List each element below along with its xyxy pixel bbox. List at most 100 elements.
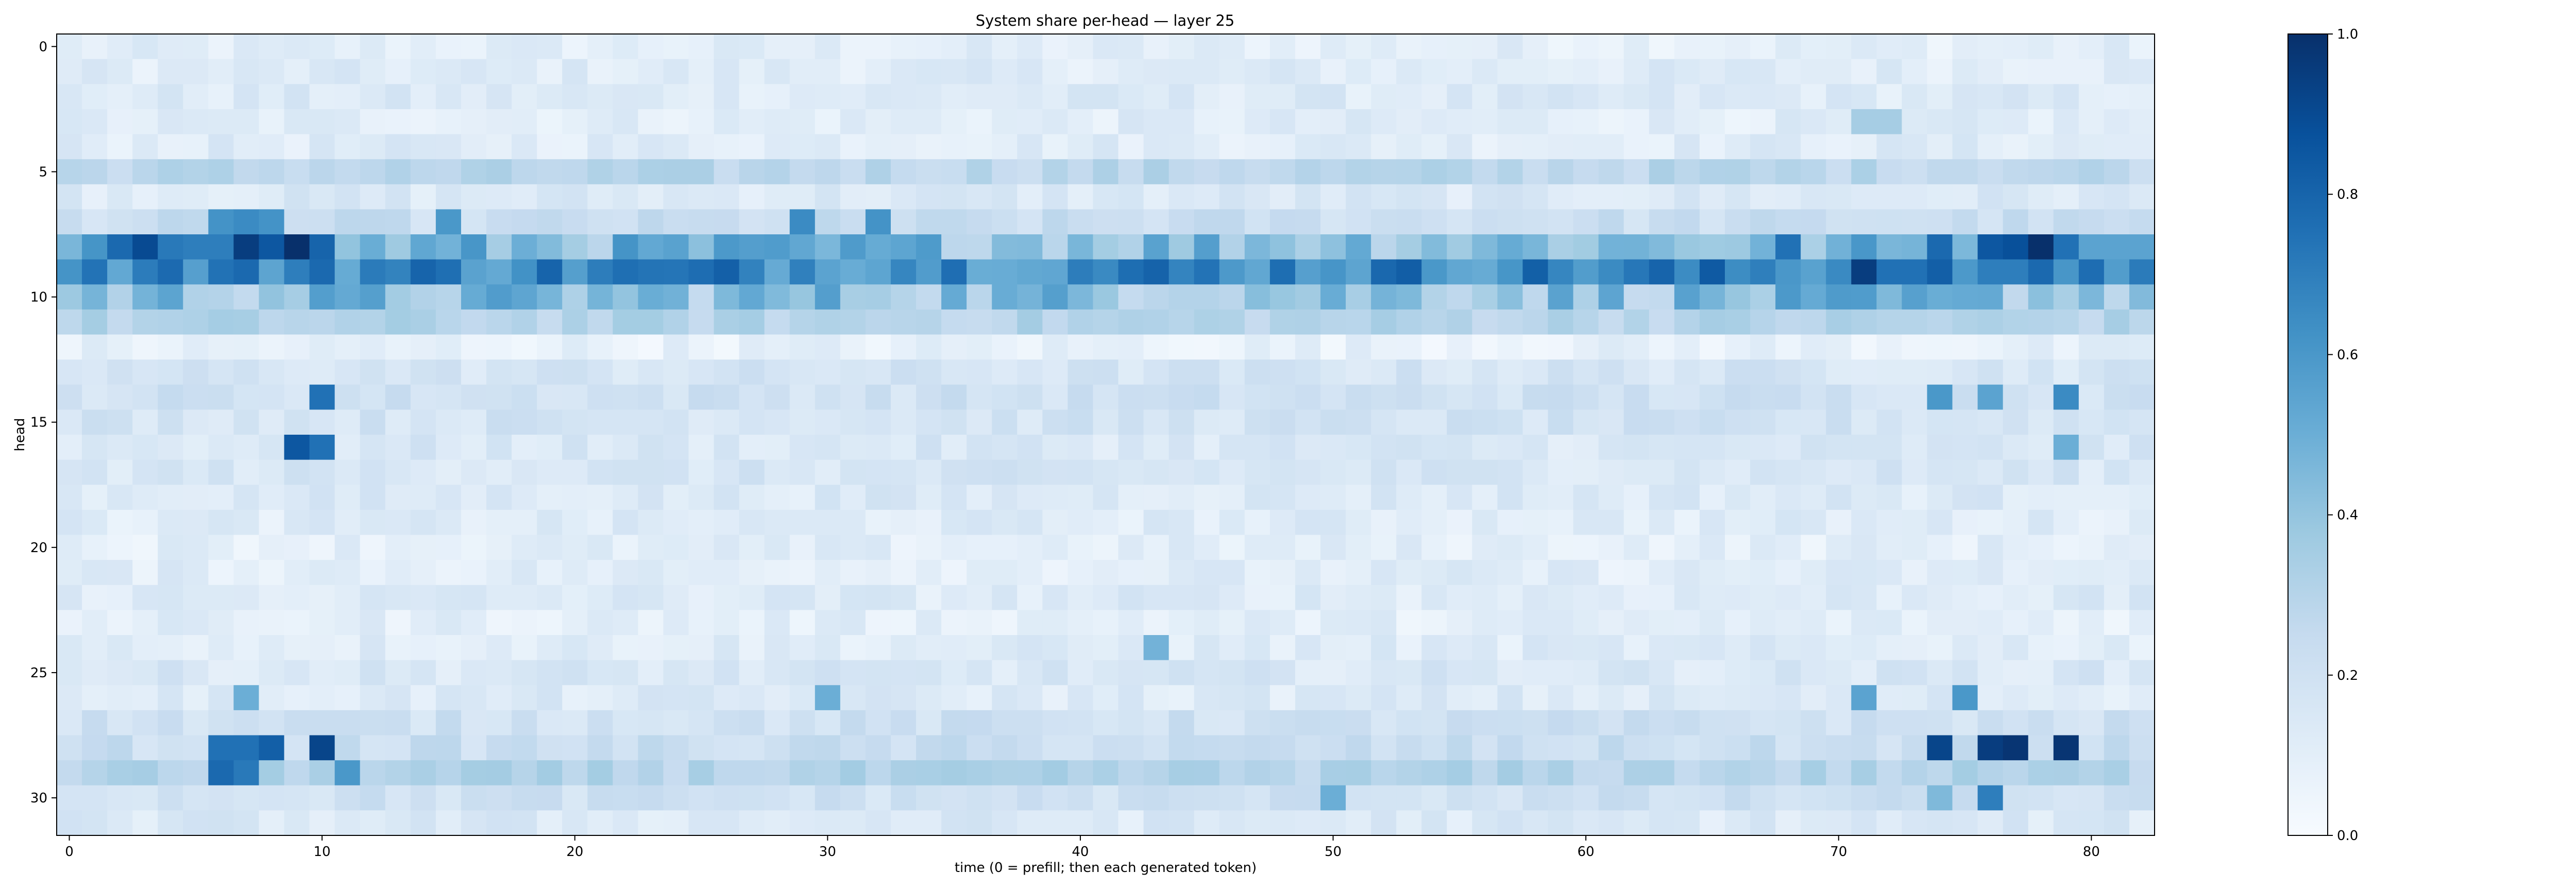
heatmap-cell <box>1042 334 1069 360</box>
heatmap-cell <box>1421 585 1447 610</box>
heatmap-cell <box>410 660 436 686</box>
heatmap-cell <box>2104 59 2130 84</box>
heatmap-cell <box>1522 485 1549 510</box>
heatmap-cell <box>309 535 335 560</box>
heatmap-cell <box>764 259 790 285</box>
heatmap-cell <box>82 209 108 235</box>
heatmap-cell <box>1902 710 1928 736</box>
heatmap-cell <box>2028 435 2054 460</box>
heatmap-cell <box>1093 59 1119 84</box>
heatmap-cell <box>1346 334 1371 360</box>
heatmap-cell <box>815 760 841 786</box>
heatmap-cell <box>1649 184 1675 210</box>
heatmap-cell <box>2028 34 2054 60</box>
heatmap-cell <box>2053 409 2079 435</box>
heatmap-cell <box>1522 59 1549 84</box>
heatmap-cell <box>1724 485 1751 510</box>
heatmap-cell <box>1042 84 1069 110</box>
heatmap-cell <box>82 259 108 285</box>
heatmap-cell <box>638 59 664 84</box>
heatmap-cell <box>1674 760 1700 786</box>
heatmap-cell <box>992 509 1018 536</box>
heatmap-cell <box>1118 810 1144 836</box>
heatmap-cell <box>2003 184 2029 210</box>
heatmap-cell <box>208 334 234 360</box>
heatmap-cell <box>1927 585 1953 610</box>
heatmap-cell <box>967 184 992 210</box>
heatmap-cell <box>334 209 361 235</box>
heatmap-cell <box>1775 435 1801 460</box>
heatmap-cell <box>334 735 361 761</box>
heatmap-cell <box>916 685 942 711</box>
heatmap-cell <box>233 710 260 736</box>
heatmap-cell <box>1269 810 1296 836</box>
heatmap-cell <box>435 360 462 385</box>
heatmap-cell <box>638 284 664 310</box>
heatmap-cell <box>1042 234 1069 260</box>
heatmap-cell <box>1042 710 1069 736</box>
heatmap-cell <box>1573 735 1599 761</box>
heatmap-cell <box>385 435 411 460</box>
heatmap-cell <box>1699 84 1725 110</box>
heatmap-cell <box>1447 435 1472 460</box>
heatmap-cell <box>562 284 588 310</box>
heatmap-cell <box>1522 785 1549 811</box>
heatmap-cell <box>1724 435 1751 460</box>
heatmap-cell <box>2078 84 2105 110</box>
heatmap-cell <box>1472 409 1498 435</box>
heatmap-cell <box>638 134 664 160</box>
heatmap-cell <box>1269 134 1296 160</box>
heatmap-cell <box>1548 660 1574 686</box>
heatmap-cell <box>1219 785 1245 811</box>
heatmap-cell <box>1219 109 1245 135</box>
heatmap-cell <box>1396 660 1422 686</box>
heatmap-cell <box>916 760 942 786</box>
heatmap-cell <box>638 259 664 285</box>
heatmap-cell <box>1573 585 1599 610</box>
heatmap-cell <box>1699 435 1725 460</box>
heatmap-cell <box>1219 334 1245 360</box>
heatmap-cell <box>1421 34 1447 60</box>
heatmap-cell <box>840 234 866 260</box>
heatmap-cell <box>1775 760 1801 786</box>
heatmap-cell <box>1118 485 1144 510</box>
heatmap-cell <box>334 435 361 460</box>
heatmap-cell <box>233 535 260 560</box>
heatmap-cell <box>1320 109 1346 135</box>
heatmap-cell <box>764 535 790 560</box>
heatmap-cell <box>1320 435 1346 460</box>
heatmap-cell <box>1042 735 1069 761</box>
heatmap-cell <box>1447 710 1472 736</box>
heatmap-cell <box>1801 234 1826 260</box>
heatmap-cell <box>435 384 462 410</box>
heatmap-cell <box>284 209 310 235</box>
heatmap-cell <box>2129 384 2155 410</box>
y-tick-label: 5 <box>39 164 47 180</box>
heatmap-cell <box>1320 159 1346 185</box>
heatmap-cell <box>132 710 158 736</box>
heatmap-cell <box>158 360 183 385</box>
heatmap-cells <box>57 34 2155 836</box>
heatmap-cell <box>1421 810 1447 836</box>
heatmap-cell <box>1750 485 1776 510</box>
heatmap-cell <box>941 810 967 836</box>
heatmap-cell <box>1801 184 1826 210</box>
heatmap-cell <box>789 535 816 560</box>
heatmap-cell <box>1522 234 1549 260</box>
heatmap-cell <box>1194 459 1220 485</box>
heatmap-cell <box>1750 234 1776 260</box>
heatmap-cell <box>1295 610 1321 636</box>
heatmap-cell <box>865 384 891 410</box>
heatmap-cell <box>1674 435 1700 460</box>
heatmap-cell <box>1548 485 1574 510</box>
heatmap-cell <box>1371 209 1397 235</box>
heatmap-cell <box>1093 485 1119 510</box>
heatmap-cell <box>1346 84 1371 110</box>
y-tick-label: 30 <box>30 791 47 806</box>
heatmap-cell <box>1522 159 1549 185</box>
heatmap-cell <box>916 334 942 360</box>
heatmap-cell <box>1876 635 1902 661</box>
heatmap-cell <box>2078 109 2105 135</box>
heatmap-cell <box>309 735 335 761</box>
heatmap-cell <box>1346 509 1371 536</box>
